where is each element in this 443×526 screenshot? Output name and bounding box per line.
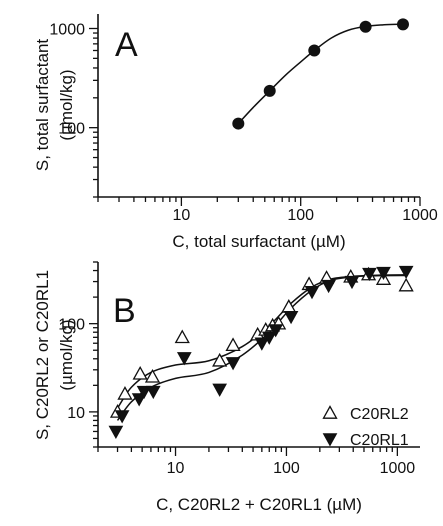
data-point — [131, 393, 147, 407]
x-axis-label: C, C20RL2 + C20RL1 (µM) — [156, 495, 362, 514]
data-point — [263, 84, 276, 97]
data-point — [398, 277, 414, 292]
data-point — [225, 357, 241, 371]
y-axis-label-units: (µmol/kg) — [57, 319, 76, 390]
data-point — [225, 337, 241, 352]
panel-letter: B — [113, 292, 136, 330]
data-point — [144, 368, 161, 383]
x-tick-label: 1000 — [402, 207, 438, 224]
y-tick-label: 10 — [67, 405, 85, 422]
data-point — [114, 410, 130, 424]
y-tick-label: 100 — [58, 317, 85, 334]
data-point — [254, 337, 270, 351]
data-point — [174, 329, 190, 344]
legend-marker — [322, 405, 338, 419]
legend-label: C20RL1 — [350, 432, 409, 449]
data-point — [261, 331, 277, 345]
series-data — [232, 18, 409, 130]
data-point — [145, 385, 161, 400]
panel-b: 10 100 1000 10 100 C, C20RL2 + C20RL1 (µM) S, … — [33, 261, 420, 514]
x-tick-label: 100 — [273, 460, 300, 477]
x-tick-label: 10 — [167, 460, 185, 477]
series-c20rl1 — [108, 265, 414, 439]
data-point — [376, 266, 391, 281]
panel-letter: A — [115, 26, 138, 64]
data-point — [212, 352, 228, 367]
x-tick-label: 100 — [287, 207, 314, 224]
data-point — [308, 44, 321, 57]
x-axis-label: C, total surfactant (µM) — [172, 232, 345, 251]
data-point — [396, 18, 409, 31]
y-axis-label: S, total surfactant — [33, 39, 52, 172]
data-point — [212, 383, 228, 397]
x-tick-label: 1000 — [380, 460, 416, 477]
data-point — [304, 286, 320, 300]
data-point — [176, 352, 192, 366]
panel-a: 10 100 1000 100 1000 C, total surfactant (µM)… — [33, 14, 438, 251]
y-axis-label: S, C20RL2 or C20RL1 — [33, 270, 52, 440]
legend-marker — [322, 433, 338, 447]
data-point — [398, 265, 414, 280]
data-point — [117, 386, 133, 400]
data-point — [108, 425, 124, 439]
x-tick-label: 10 — [172, 207, 190, 224]
legend: C20RL2 C20RL1 — [322, 405, 409, 449]
data-point — [359, 20, 372, 33]
y-axis-label-units: (µmol/kg) — [57, 69, 76, 140]
data-point — [321, 279, 336, 294]
data-point — [283, 310, 299, 325]
data-point — [268, 324, 284, 338]
data-point — [136, 385, 152, 400]
data-point — [362, 267, 377, 282]
data-point — [132, 365, 148, 380]
fit-curve — [237, 23, 404, 125]
y-tick-label: 100 — [58, 121, 85, 138]
legend-label: C20RL2 — [350, 406, 409, 423]
data-point — [344, 275, 360, 290]
y-tick-label: 1000 — [49, 21, 85, 38]
data-point — [232, 117, 245, 130]
